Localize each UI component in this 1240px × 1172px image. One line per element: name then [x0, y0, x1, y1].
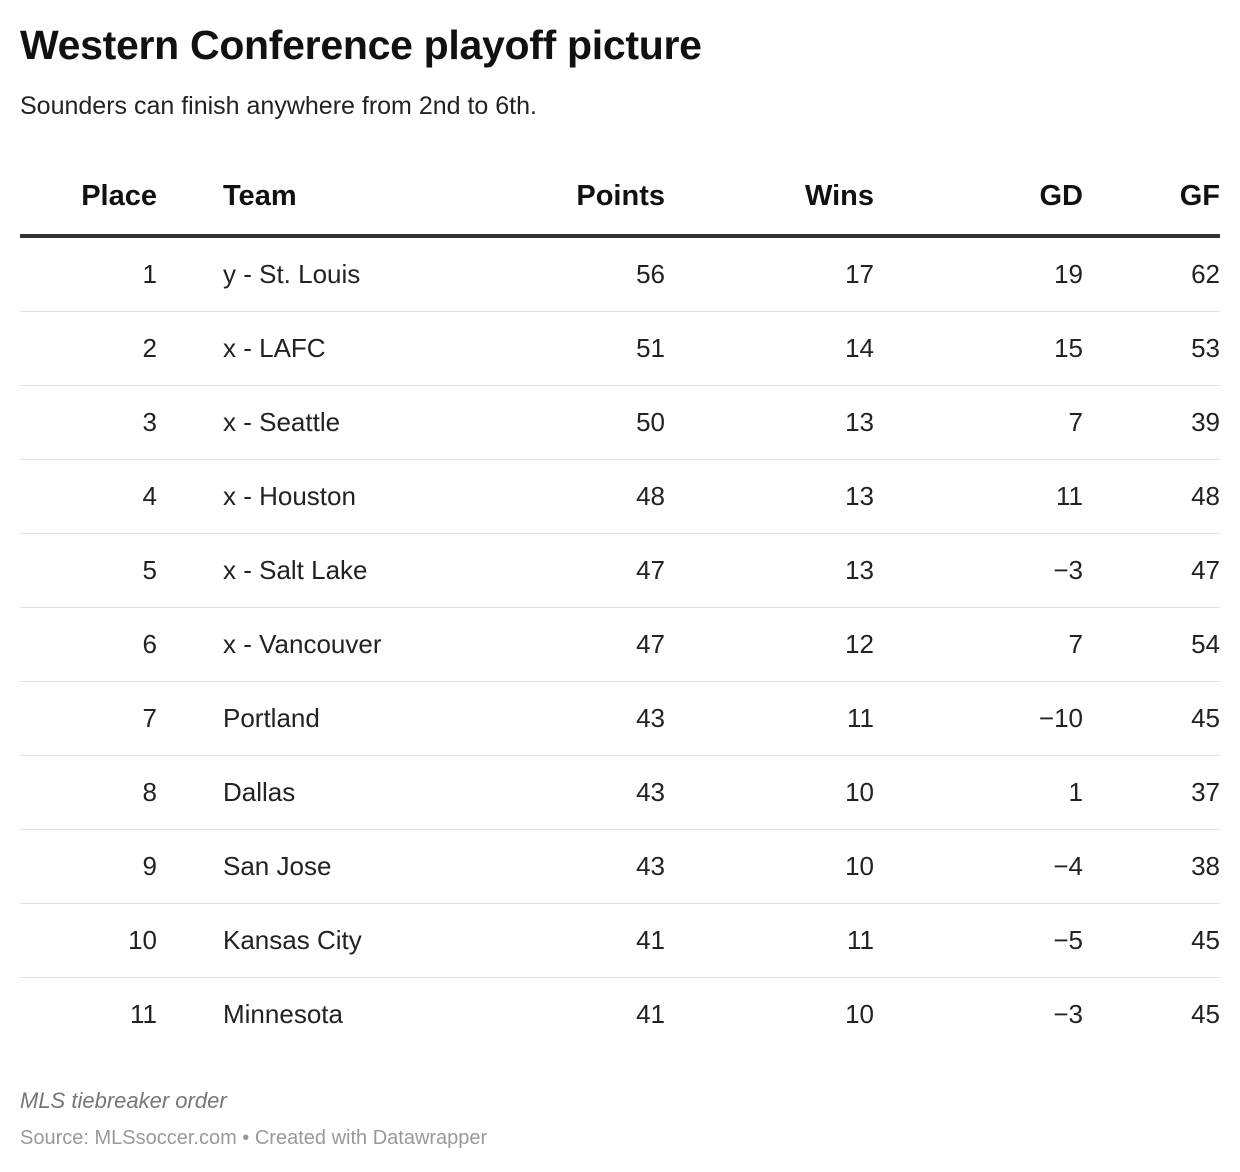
gd-cell: 15	[874, 311, 1083, 386]
table-row: 9 San Jose 43 10 −4 38	[20, 829, 1220, 904]
wins-cell: 12	[665, 607, 874, 682]
column-header-team: Team	[157, 158, 483, 238]
gd-cell: 19	[874, 236, 1083, 312]
points-cell: 56	[483, 236, 665, 312]
place-cell: 11	[130, 999, 157, 1029]
place-cell: 9	[20, 829, 157, 904]
wins-cell: 10	[845, 999, 874, 1029]
place-cell: 3	[20, 385, 157, 460]
place-cell: 10	[20, 903, 157, 978]
points-cell: 43	[483, 829, 665, 904]
gf-cell: 45	[1083, 681, 1220, 756]
chart-subtitle: Sounders can finish anywhere from 2nd to…	[20, 92, 537, 120]
gf-cell: 47	[1083, 533, 1220, 608]
table-row: 7 Portland 43 11 −10 45	[20, 681, 1220, 756]
place-cell: 5	[20, 533, 157, 608]
team-cell: x - Seattle	[157, 385, 483, 460]
points-cell: 48	[483, 459, 665, 534]
team-cell: Dallas	[157, 755, 483, 830]
team-cell: Kansas City	[157, 903, 483, 978]
chart-notes: MLS tiebreaker order	[20, 1088, 227, 1113]
column-header-points: Points	[483, 158, 665, 238]
column-header-place: Place	[20, 158, 157, 238]
table-row: 10 Kansas City 41 11 −5 45	[20, 903, 1220, 978]
gd-cell: 7	[874, 607, 1083, 682]
points-cell: 43	[483, 755, 665, 830]
gd-cell: −10	[874, 681, 1083, 756]
gd-cell: −3	[874, 533, 1083, 608]
wins-cell: 17	[665, 236, 874, 312]
gf-cell: 39	[1083, 385, 1220, 460]
points-cell: 41	[636, 999, 665, 1029]
column-header-wins: Wins	[665, 158, 874, 238]
gf-cell: 38	[1083, 829, 1220, 904]
points-cell: 51	[483, 311, 665, 386]
gf-cell: 45	[1083, 903, 1220, 978]
chart-title: Western Conference playoff picture	[20, 22, 702, 68]
team-cell: x - Vancouver	[157, 607, 483, 682]
team-cell: x - LAFC	[157, 311, 483, 386]
wins-cell: 11	[665, 681, 874, 756]
points-cell: 50	[483, 385, 665, 460]
points-cell: 47	[483, 607, 665, 682]
points-cell: 43	[483, 681, 665, 756]
place-cell: 7	[20, 681, 157, 756]
gf-cell: 54	[1083, 607, 1220, 682]
wins-cell: 11	[665, 903, 874, 978]
team-cell: x - Salt Lake	[157, 533, 483, 608]
wins-cell: 14	[665, 311, 874, 386]
gd-cell: −4	[874, 829, 1083, 904]
place-cell: 1	[20, 236, 157, 312]
team-cell: San Jose	[157, 829, 483, 904]
header-row: Place Team Points Wins GD GF	[20, 158, 1220, 238]
gf-cell: 48	[1083, 459, 1220, 534]
team-cell: y - St. Louis	[157, 236, 483, 312]
points-cell: 41	[483, 903, 665, 978]
team-cell: x - Houston	[157, 459, 483, 534]
gf-cell: 53	[1083, 311, 1220, 386]
gd-cell: −3	[1053, 999, 1083, 1029]
place-cell: 8	[20, 755, 157, 830]
table-row: 11 Minnesota 41 10 −3 45	[20, 978, 1220, 1052]
place-cell: 4	[20, 459, 157, 534]
gf-cell: 45	[1191, 999, 1220, 1029]
team-cell: Minnesota	[223, 999, 343, 1029]
gd-cell: −5	[874, 903, 1083, 978]
team-cell: Portland	[157, 681, 483, 756]
place-cell: 2	[20, 311, 157, 386]
gf-cell: 37	[1083, 755, 1220, 830]
table-row: 8 Dallas 43 10 1 37	[20, 755, 1220, 830]
wins-cell: 10	[665, 829, 874, 904]
gd-cell: 7	[874, 385, 1083, 460]
column-header-gd: GD	[874, 158, 1083, 238]
gd-cell: 1	[874, 755, 1083, 830]
wins-cell: 13	[665, 385, 874, 460]
chart-source: Source: MLSsoccer.com • Created with Dat…	[20, 1127, 488, 1149]
gf-cell: 62	[1083, 236, 1220, 312]
points-cell: 47	[483, 533, 665, 608]
wins-cell: 10	[665, 755, 874, 830]
wins-cell: 13	[665, 459, 874, 534]
place-cell: 6	[20, 607, 157, 682]
wins-cell: 13	[665, 533, 874, 608]
column-header-gf: GF	[1083, 158, 1220, 238]
gd-cell: 11	[874, 459, 1083, 534]
